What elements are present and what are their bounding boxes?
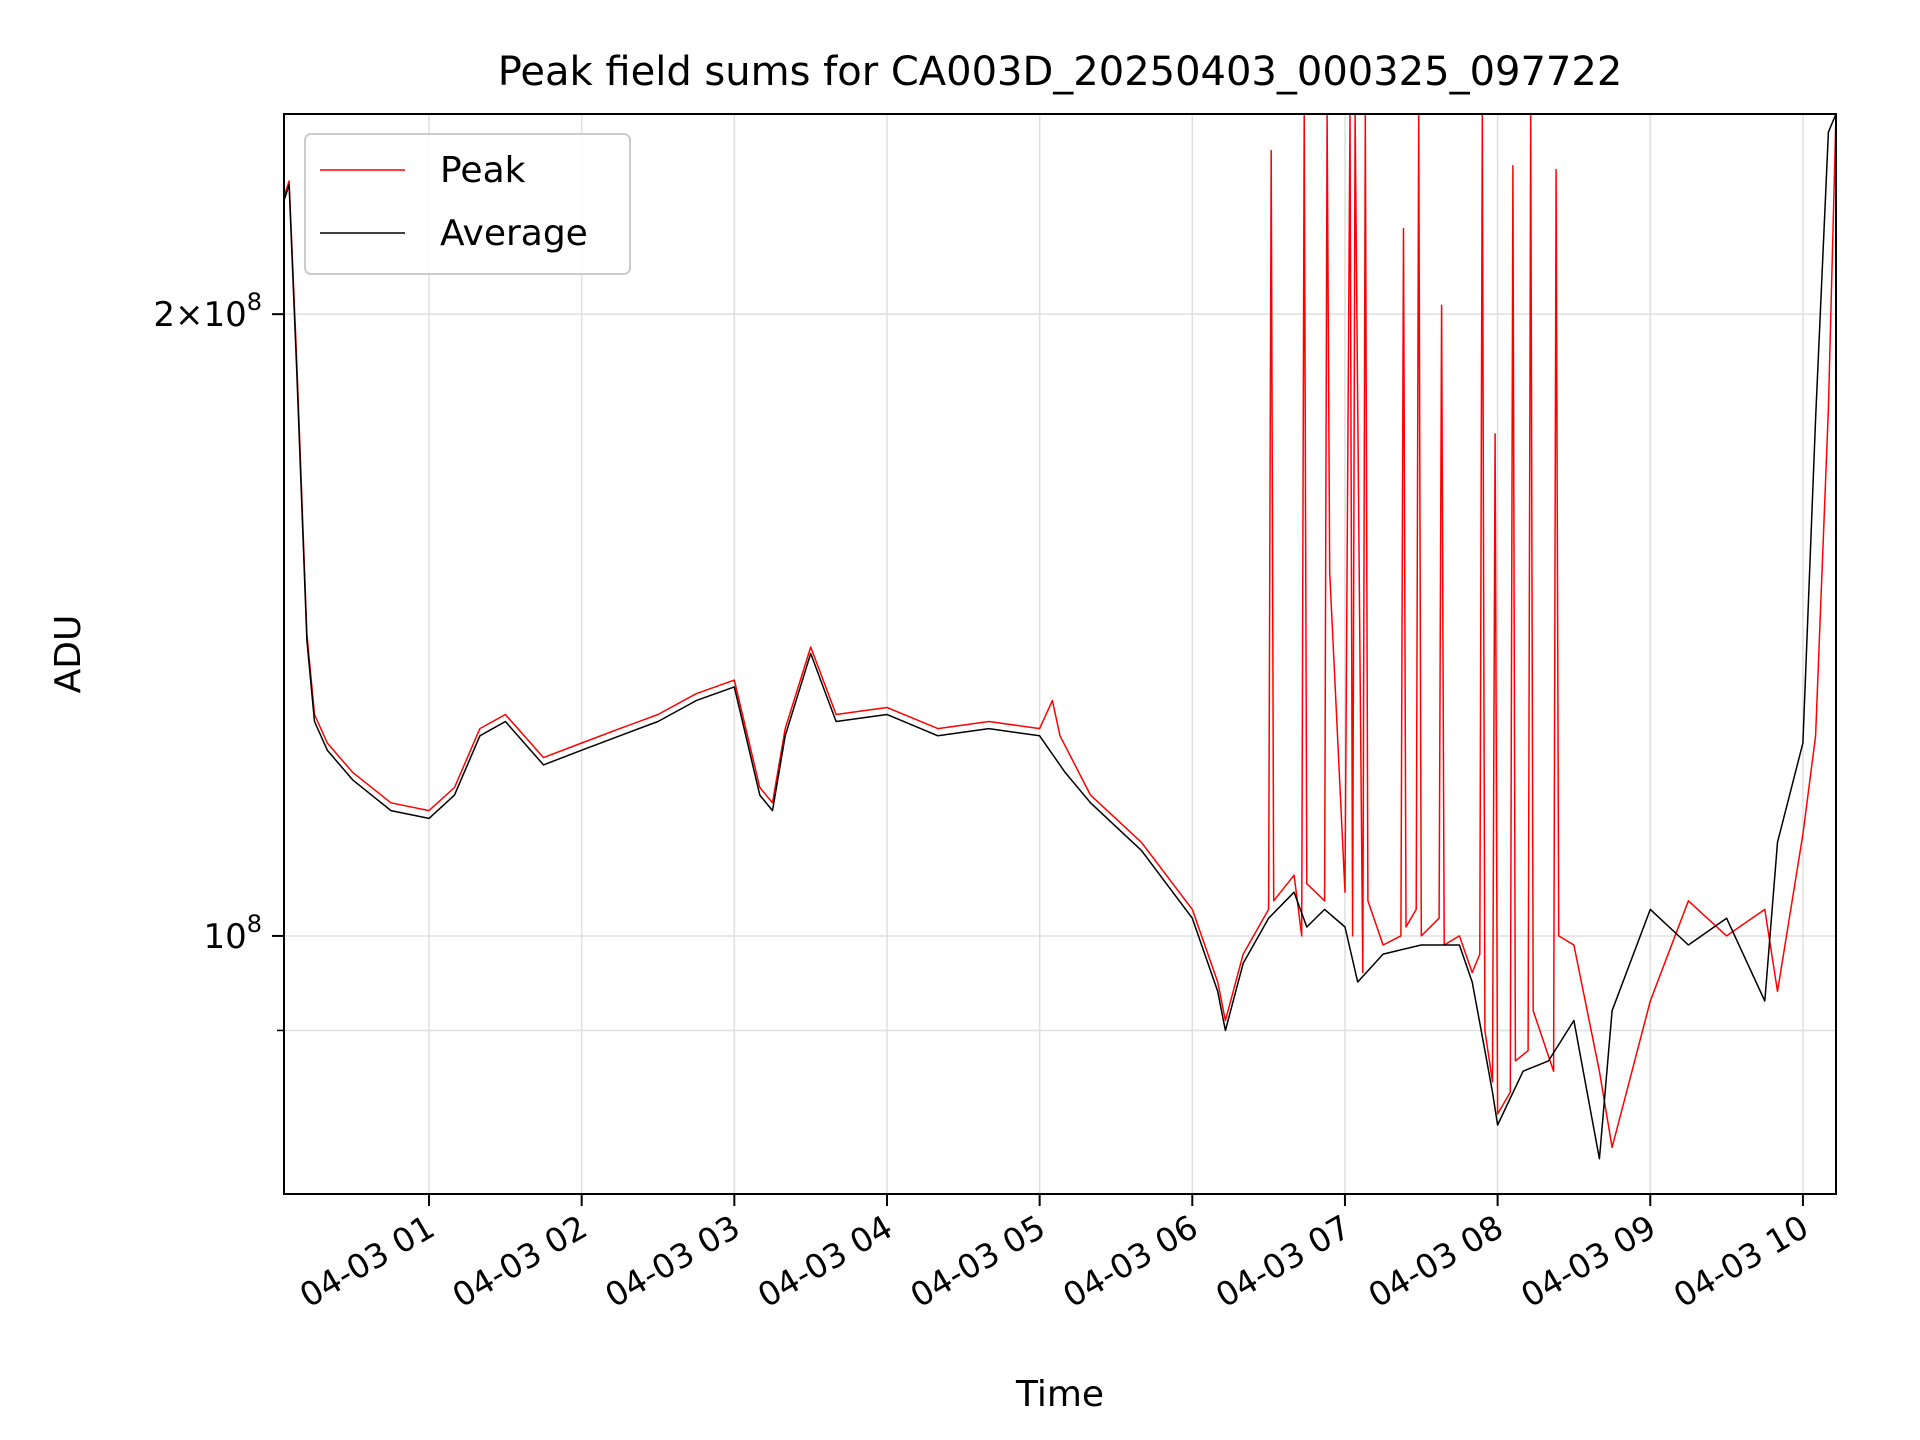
legend: Peak Average [304,133,631,275]
x-axis-label: Time [1015,1374,1104,1415]
y-tick-label: 2×108 [153,288,262,335]
series-layer [283,113,1837,1160]
grid-layer [284,114,1836,1194]
y-axis-label: ADU [48,615,89,694]
legend-label-peak: Peak [440,150,526,191]
legend-box [304,133,631,275]
plot-frame [283,113,1837,1195]
series-line-average [283,113,1837,1160]
y-axis: 108 2×108 [153,288,284,1032]
chart-title: Peak field sums for CA003D_20250403_0003… [498,49,1623,95]
legend-label-average: Average [440,213,588,254]
y-tick-label: 108 [203,910,262,957]
series-line-peak [283,113,1837,1149]
